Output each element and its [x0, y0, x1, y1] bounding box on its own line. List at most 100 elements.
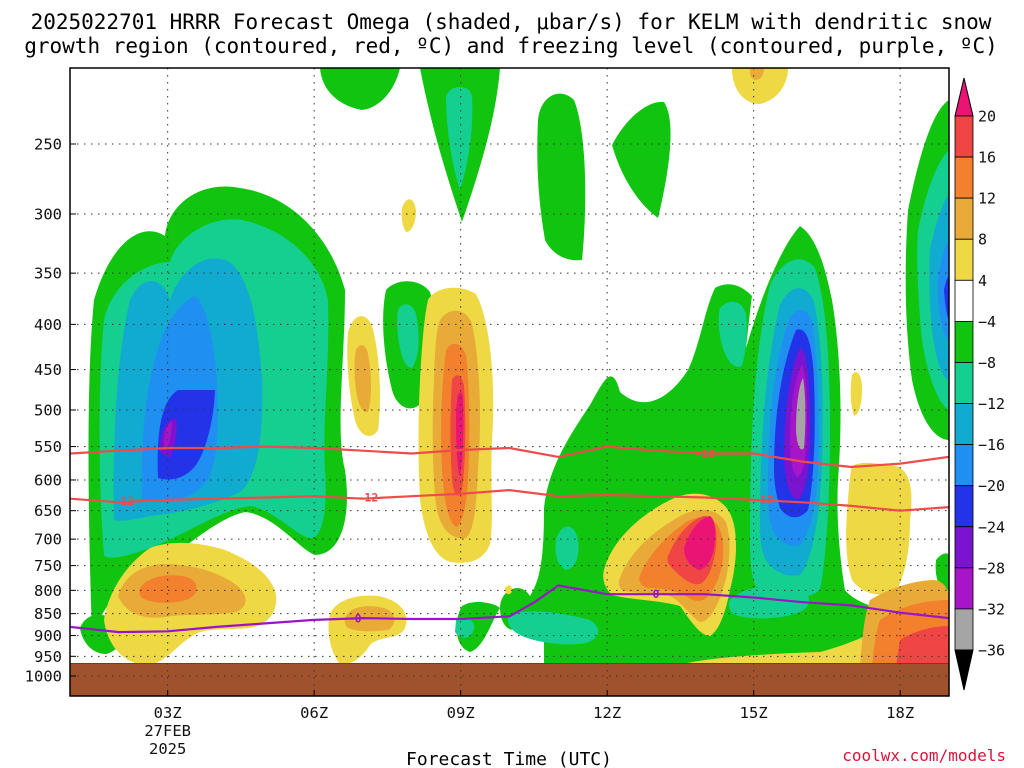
omega-region-pos4-40: [850, 372, 862, 416]
y-tick-label-450: 450: [34, 361, 62, 379]
y-tick-label-650: 650: [34, 502, 62, 520]
contour-label-5: 0: [653, 587, 660, 601]
omega-region-n16-27: [938, 240, 949, 340]
colorbar-box-1: [954, 156, 974, 199]
y-tick-label-850: 850: [34, 605, 62, 623]
colorbar-label-12: −32: [978, 600, 1005, 618]
y-tick-label-700: 700: [34, 531, 62, 549]
colorbar-box-5: [954, 320, 974, 363]
y-tick-label-500: 500: [34, 402, 62, 420]
colorbar-box-2: [954, 197, 974, 240]
contour-line--12: [70, 489, 949, 512]
x-tick-date: 27FEB: [144, 722, 191, 740]
omega-region-pos4-46: [505, 585, 512, 595]
y-tick-label-250: 250: [34, 136, 62, 154]
credit-text: coolwx.com/models: [842, 746, 1006, 765]
omega-region-pos8-52: [750, 68, 764, 80]
colorbar-label-11: −28: [978, 559, 1005, 577]
x-tick-label-06Z: 06Z: [300, 704, 328, 722]
ground-fill: [70, 663, 949, 696]
y-tick-label-300: 300: [34, 205, 62, 223]
colorbar-box-12: [954, 608, 974, 651]
colorbar-label-10: −24: [978, 518, 1005, 536]
omega-region-n8-13: [446, 87, 473, 190]
omega-region-pos4-37: [401, 199, 416, 232]
omega-region-n8-16: [507, 611, 599, 645]
colorbar-box-0: [954, 115, 974, 158]
colorbar-label-4: 4: [978, 272, 987, 290]
chart-title-line1: 2025022701 HRRR Forecast Omega (shaded, …: [31, 10, 992, 34]
y-tick-label-400: 400: [34, 316, 62, 334]
colorbar-box-3: [954, 238, 974, 281]
contour-labels: -12 -12 -18 -12 0 0: [113, 446, 774, 626]
x-tick-label-15Z: 15Z: [740, 704, 768, 722]
y-tick-label-750: 750: [34, 557, 62, 575]
colorbar-box-6: [954, 362, 974, 404]
x-tick-label-09Z: 09Z: [447, 704, 475, 722]
contour-line--18: [70, 445, 949, 469]
omega-region-n4-2: [320, 68, 400, 110]
omega-region-pos20-61: [456, 392, 464, 476]
colorbar-box-9: [954, 485, 974, 528]
colorbar-label-13: −36: [978, 642, 1005, 660]
omega-region-pos12-55: [139, 575, 197, 603]
omega-region-n20-30: [944, 276, 949, 320]
plot-area: -12 -12 -18 -12 0 0: [70, 68, 949, 696]
colorbar: 20 16 12 8 4 −4 −8 −12 −16 −20 −24 −28 −32 −36: [954, 77, 1005, 691]
y-tick-label-350: 350: [34, 265, 62, 283]
omega-region-n32-35: [796, 378, 806, 450]
contour-label-2: -18: [694, 446, 715, 460]
ground-layer: [70, 663, 949, 696]
contour-label-4: 0: [355, 612, 362, 626]
omega-region-pos16-60: [896, 626, 949, 666]
x-axis-title: Forecast Time (UTC): [406, 749, 612, 768]
colorbar-label-2: 12: [978, 190, 996, 208]
y-tick-label-800: 800: [34, 582, 62, 600]
x-tick-label-12Z: 12Z: [593, 704, 621, 722]
colorbar-label-6: −8: [978, 354, 996, 372]
chart-title-line2: growth region (contoured, red, ºC) and f…: [24, 34, 998, 58]
colorbar-label-1: 16: [978, 149, 996, 167]
colorbar-box-4: [954, 279, 974, 322]
omega-region-n8-18: [718, 301, 747, 367]
omega-region-pos20-62: [684, 516, 716, 570]
contour-lines: [70, 445, 949, 634]
colorbar-top-arrow: [954, 77, 974, 117]
colorbar-bottom-arrow: [954, 649, 974, 691]
omega-region-pos4-39: [732, 68, 788, 104]
colorbar-box-11: [954, 567, 974, 610]
omega-region-pos4-41: [846, 462, 912, 595]
omega-region-n8-15: [555, 526, 579, 570]
y-tick-label-900: 900: [34, 627, 62, 645]
contour-line-0: [70, 584, 949, 634]
omega-region-n28-33: [164, 422, 172, 450]
omega-region-n4-6: [537, 93, 586, 261]
y-tick-label-600: 600: [34, 471, 62, 489]
colorbar-box-8: [954, 444, 974, 487]
contour-label-3: -12: [753, 493, 774, 507]
omega-region-n8-17: [455, 617, 475, 638]
x-tick-label-18Z: 18Z: [886, 704, 914, 722]
omega-region-n20-28: [157, 390, 215, 480]
colorbar-label-7: −12: [978, 395, 1005, 413]
colorbar-box-10: [954, 526, 974, 569]
colorbar-label-5: −4: [978, 313, 996, 331]
y-tick-label-550: 550: [34, 438, 62, 456]
omega-region-n4-7: [612, 101, 671, 218]
omega-region-n8-12: [397, 304, 419, 368]
y-tick-label-950: 950: [34, 648, 62, 666]
contour-label-1: -12: [357, 490, 378, 504]
colorbar-label-9: −20: [978, 477, 1005, 495]
y-tick-label-1000: 1000: [25, 668, 62, 686]
x-tick-label-03Z: 03Z: [154, 704, 182, 722]
colorbar-label-8: −16: [978, 436, 1005, 454]
x-tick-year: 2025: [149, 740, 186, 758]
colorbar-box-7: [954, 403, 974, 446]
colorbar-label-3: 8: [978, 231, 987, 249]
colorbar-label-0: 20: [978, 108, 996, 126]
contour-label-0: -12: [113, 494, 134, 508]
omega-region-pos8-48: [354, 345, 371, 413]
y-axis: 250 300 350 400 450 500 550 600 650 700 750 800 850 9…: [25, 136, 76, 686]
